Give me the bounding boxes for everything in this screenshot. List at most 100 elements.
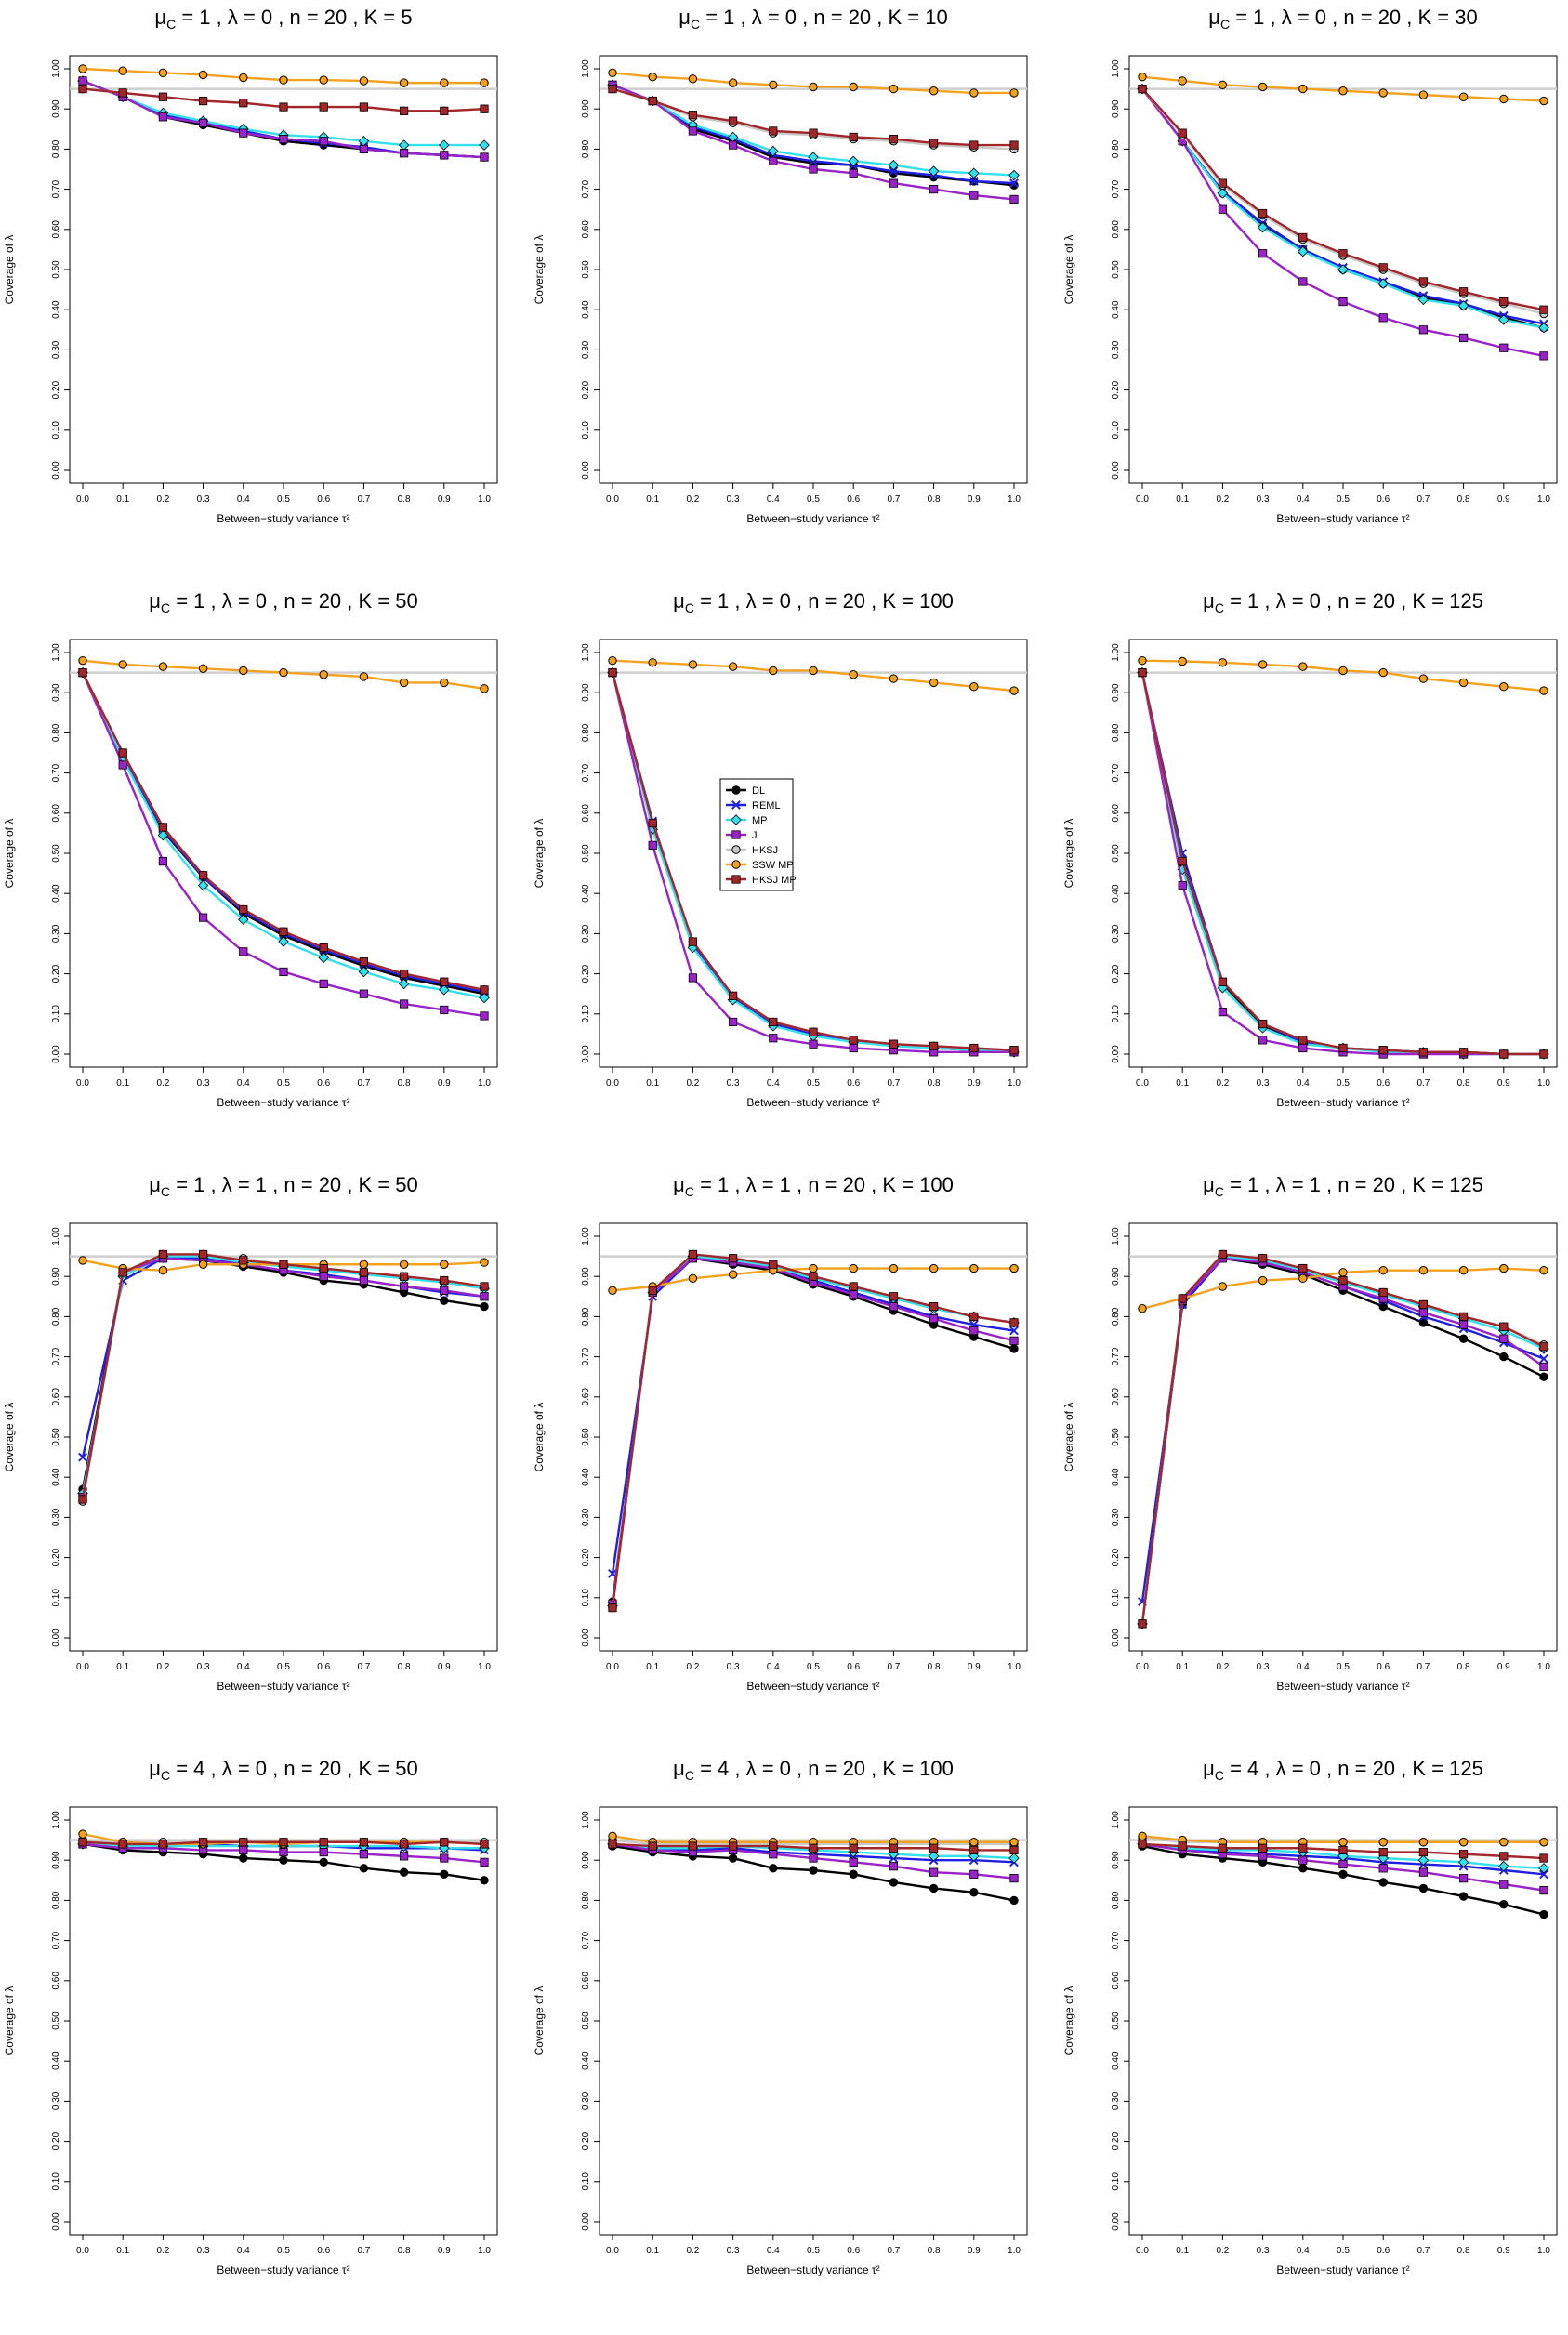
data-point-hksj-mp bbox=[399, 969, 409, 979]
y-tick-label: 0.60 bbox=[51, 1388, 61, 1406]
data-point-hksj-mp bbox=[359, 1838, 369, 1847]
x-tick-label: 0.9 bbox=[968, 495, 981, 505]
data-point-hksj-mp bbox=[969, 1312, 979, 1321]
x-tick-label: 0.5 bbox=[807, 495, 820, 505]
series-line-mp bbox=[611, 1255, 1015, 1606]
series-ssw-mp bbox=[78, 655, 489, 693]
y-tick-label: 1.00 bbox=[581, 59, 591, 78]
data-point-ssw-mp bbox=[1009, 88, 1019, 98]
series-line-hksj bbox=[611, 1253, 1015, 1608]
y-tick-label: 1.00 bbox=[1111, 1227, 1121, 1246]
data-point-hksj-mp bbox=[1298, 1843, 1308, 1853]
data-point-ssw-mp bbox=[809, 666, 818, 676]
x-tick-label: 0.8 bbox=[928, 495, 941, 505]
data-point-j bbox=[198, 118, 208, 127]
data-point-ssw-mp bbox=[608, 1831, 617, 1840]
chart-panel-7: μC = 1 , λ = 1 , n = 20 , K = 500.000.10… bbox=[3, 1173, 498, 1693]
series-j bbox=[78, 668, 489, 1021]
data-point-j bbox=[480, 1857, 489, 1867]
data-point-j bbox=[929, 1867, 939, 1877]
series-j bbox=[1138, 668, 1548, 1059]
data-point-ssw-mp bbox=[608, 655, 617, 666]
data-point-hksj-mp bbox=[359, 957, 369, 967]
x-tick-label: 0.9 bbox=[1497, 495, 1510, 505]
series-dl bbox=[78, 667, 489, 998]
data-point-hksj-mp bbox=[929, 1843, 939, 1853]
y-tick-label: 0.70 bbox=[581, 1347, 591, 1365]
x-tick-label: 0.7 bbox=[887, 2246, 900, 2256]
data-point-ssw-mp bbox=[78, 655, 87, 666]
x-tick-label: 0.5 bbox=[1337, 1662, 1350, 1672]
data-point-hksj-mp bbox=[1009, 1845, 1019, 1854]
y-tick-label: 0.40 bbox=[51, 2051, 61, 2070]
x-tick-label: 0.0 bbox=[1136, 2246, 1149, 2256]
y-tick-label: 1.00 bbox=[581, 1227, 591, 1246]
series-mp bbox=[1137, 1250, 1549, 1629]
data-point-mp bbox=[928, 165, 940, 177]
data-point-ssw-mp bbox=[728, 78, 738, 87]
x-tick-label: 0.9 bbox=[438, 2246, 451, 2256]
x-tick-label: 0.8 bbox=[1457, 1078, 1470, 1088]
data-point-hksj-mp bbox=[1218, 1249, 1227, 1260]
data-point-dl bbox=[1499, 1900, 1509, 1909]
data-point-j bbox=[809, 165, 818, 174]
legend-label-hksj: HKSJ bbox=[752, 845, 778, 856]
y-tick-label: 0.30 bbox=[1111, 924, 1121, 943]
legend-label-mp: MP bbox=[752, 815, 768, 826]
y-axis-label: Coverage of λ bbox=[533, 1986, 546, 2056]
x-axis-label: Between−study variance τ² bbox=[217, 512, 349, 525]
data-point-ssw-mp bbox=[1178, 656, 1187, 666]
data-point-j bbox=[480, 1011, 489, 1021]
data-point-j bbox=[1298, 277, 1308, 286]
data-point-mp bbox=[928, 1851, 940, 1862]
data-point-hksj-mp bbox=[1178, 128, 1187, 138]
y-tick-label: 0.10 bbox=[581, 1589, 591, 1607]
data-point-hksj-mp bbox=[1499, 1852, 1509, 1861]
data-point-hksj-mp bbox=[1539, 1342, 1548, 1352]
data-point-ssw-mp bbox=[1298, 84, 1308, 94]
y-tick-label: 0.40 bbox=[581, 1468, 591, 1486]
data-point-ssw-mp bbox=[440, 78, 449, 87]
data-point-j bbox=[480, 152, 489, 162]
data-point-hksj-mp bbox=[849, 1036, 858, 1045]
y-tick-label: 0.80 bbox=[1111, 1307, 1121, 1326]
data-point-j bbox=[1218, 204, 1227, 214]
data-point-j bbox=[1499, 1880, 1509, 1889]
data-point-hksj-mp bbox=[239, 1838, 248, 1847]
y-tick-label: 0.60 bbox=[51, 220, 61, 239]
data-point-j bbox=[279, 967, 288, 977]
data-point-hksj-mp bbox=[809, 1843, 818, 1853]
y-tick-label: 0.10 bbox=[581, 1005, 591, 1023]
y-tick-label: 0.70 bbox=[51, 763, 61, 782]
data-point-hksj-mp bbox=[728, 116, 738, 125]
data-point-hksj-mp bbox=[1258, 1254, 1268, 1263]
series-hksj-mp bbox=[608, 1249, 1019, 1613]
chart-title: μC = 1 , λ = 1 , n = 20 , K = 100 bbox=[673, 1173, 954, 1199]
data-point-hksj-mp bbox=[1539, 305, 1548, 314]
data-point-hksj-mp bbox=[969, 1845, 979, 1854]
data-point-ssw-mp bbox=[359, 1260, 369, 1269]
legend-marker-dl bbox=[731, 785, 741, 795]
x-tick-label: 0.4 bbox=[767, 2246, 780, 2256]
series-line-hksj-mp bbox=[1141, 87, 1545, 311]
data-point-hksj-mp bbox=[1298, 1036, 1308, 1045]
y-tick-label: 0.20 bbox=[581, 2131, 591, 2150]
data-point-ssw-mp bbox=[359, 672, 369, 681]
data-point-ssw-mp bbox=[1338, 1838, 1348, 1847]
y-tick-label: 0.70 bbox=[1111, 179, 1121, 198]
data-point-j bbox=[399, 999, 409, 1009]
y-tick-label: 0.50 bbox=[1111, 844, 1121, 863]
y-tick-label: 0.90 bbox=[1111, 1851, 1121, 1869]
data-point-hksj-mp bbox=[198, 871, 208, 880]
y-tick-label: 0.20 bbox=[581, 1548, 591, 1566]
y-tick-label: 0.90 bbox=[581, 683, 591, 702]
data-point-ssw-mp bbox=[728, 662, 738, 671]
data-point-dl bbox=[1009, 1895, 1019, 1906]
x-tick-label: 0.2 bbox=[686, 495, 699, 505]
data-point-hksj-mp bbox=[929, 1041, 939, 1050]
x-tick-label: 0.4 bbox=[237, 1662, 250, 1672]
data-point-mp bbox=[1337, 264, 1349, 275]
chart-title: μC = 1 , λ = 0 , n = 20 , K = 10 bbox=[679, 6, 947, 32]
data-point-hksj-mp bbox=[889, 1843, 899, 1853]
